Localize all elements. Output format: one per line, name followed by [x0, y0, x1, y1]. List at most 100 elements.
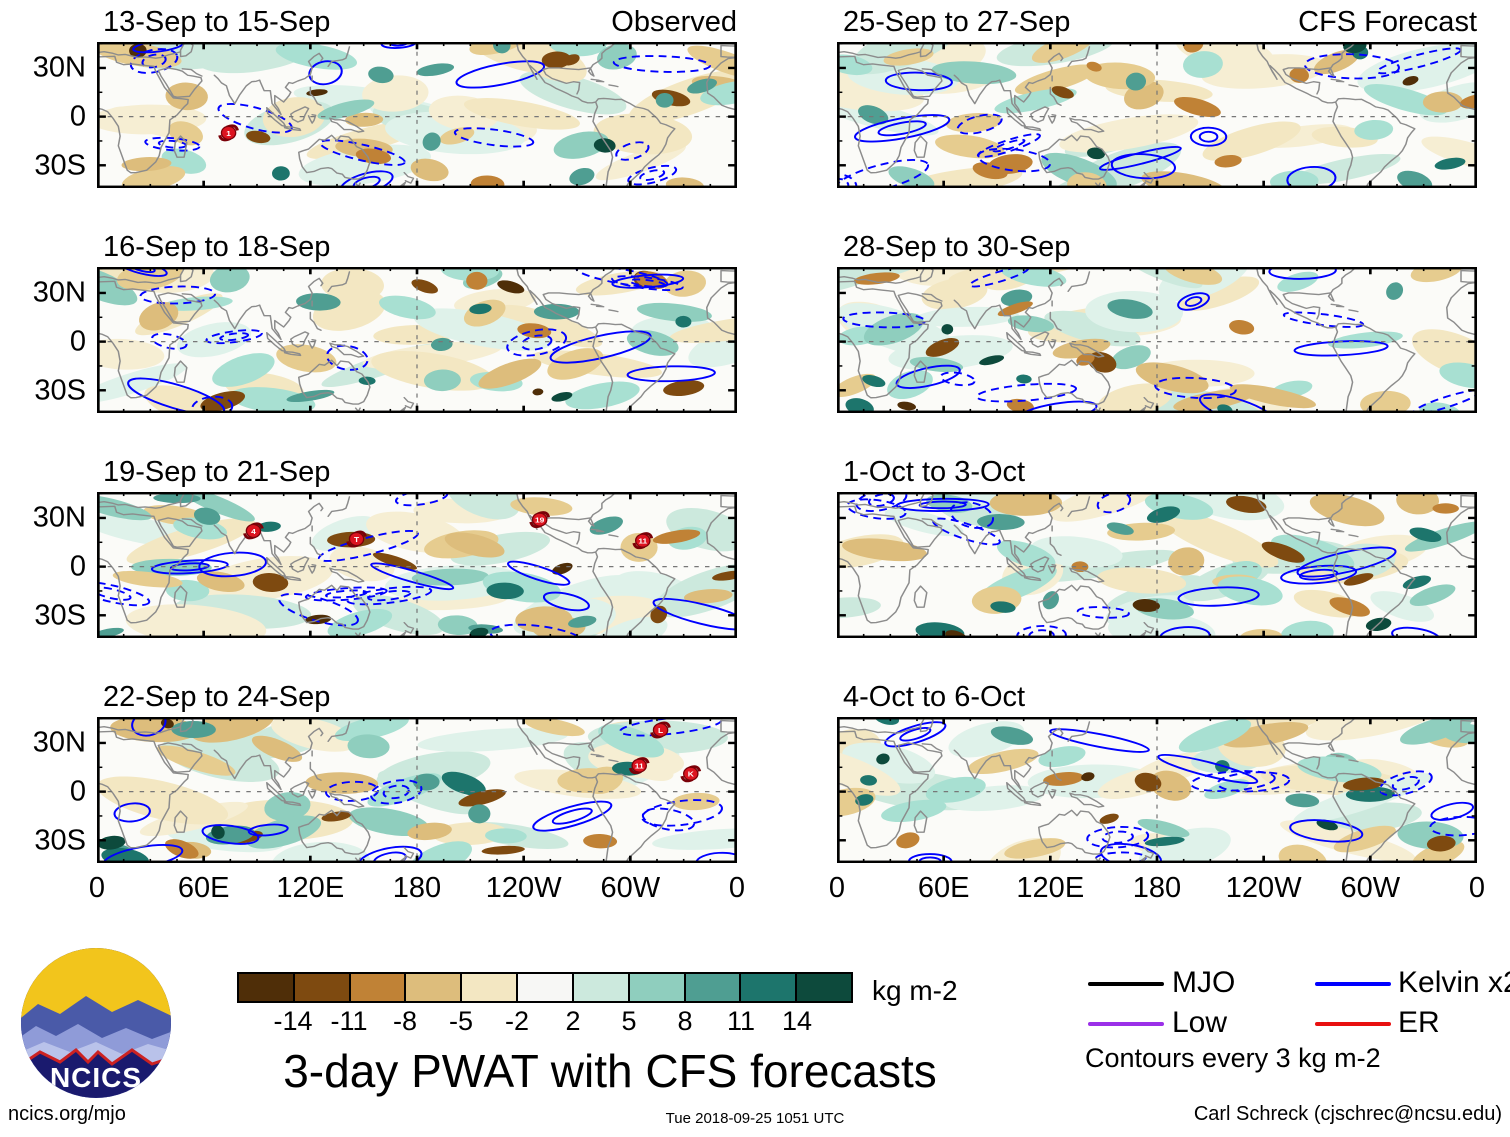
wave-contour [1198, 393, 1278, 413]
colorbar-segment [741, 972, 798, 1003]
anomaly-blob [139, 301, 179, 331]
anomaly-blob [672, 792, 720, 811]
wave-contour [1286, 166, 1337, 188]
anomaly-blob [687, 45, 737, 79]
panel-title: 22-Sep to 24-Sep [103, 681, 331, 713]
anomaly-blob [1134, 772, 1162, 792]
anomaly-blob [562, 54, 580, 66]
wave-contour [1189, 126, 1228, 147]
wave-contour [317, 529, 419, 562]
map-frame [97, 492, 737, 638]
anomaly-blob [946, 113, 1001, 133]
map-canvas [837, 492, 1477, 638]
anomaly-blob [413, 773, 440, 791]
map-canvas [837, 717, 1477, 863]
storm-label: 1 [226, 129, 231, 138]
anomaly-blob [348, 807, 430, 837]
anomaly-blob [517, 323, 552, 339]
anomaly-blob [1400, 717, 1473, 745]
wave-contour [1303, 53, 1400, 80]
wave-contour [1076, 606, 1130, 619]
wave-contour [506, 328, 568, 357]
anomaly-blob [171, 720, 216, 739]
colorbar-tick-label: 14 [781, 1006, 813, 1036]
colorbar-segment [406, 972, 463, 1003]
anomaly-blob [1409, 527, 1442, 543]
anomaly-blob [371, 350, 495, 391]
wave-contour [217, 103, 293, 134]
anomaly-blob [675, 315, 692, 328]
anomaly-blob [519, 70, 627, 115]
storm-label: 11 [638, 537, 647, 546]
anomaly-blob [417, 728, 568, 752]
anomaly-blob [144, 385, 235, 413]
legend-line-kelvin [1315, 982, 1391, 986]
wave-contour [1154, 376, 1237, 400]
anomaly-blob [1442, 723, 1477, 744]
legend-label-er: ER [1398, 1006, 1440, 1039]
panel-title: 28-Sep to 30-Sep [843, 231, 1071, 263]
anomaly-blob [1285, 793, 1320, 808]
anomaly-blob [463, 98, 580, 130]
anomaly-blob [1031, 42, 1095, 63]
anomaly-blob [990, 726, 1034, 745]
anomaly-blob [180, 492, 255, 522]
anomaly-blob [1421, 136, 1477, 171]
map-panel [837, 492, 1477, 638]
anomaly-blob [272, 166, 290, 181]
map-canvas: 4 T 19 11 [97, 492, 737, 638]
anomaly-blob [1434, 157, 1466, 170]
colorbar-segment [237, 972, 295, 1003]
anomaly-blob [469, 303, 492, 315]
anomaly-blob [1410, 267, 1463, 283]
y-axis-tick-label: 30S [34, 599, 86, 632]
anomaly-blob [1099, 813, 1119, 824]
anomaly-blob [1081, 772, 1095, 782]
anomaly-blob [931, 61, 1017, 85]
wave-contour [641, 799, 724, 827]
anomaly-blob [652, 529, 701, 544]
anomaly-blob [1111, 345, 1151, 370]
wave-contour [626, 365, 716, 383]
wave-contour [357, 845, 423, 863]
x-axis-tick-label: 0 [88, 872, 106, 904]
x-axis-tick-label: 60W [600, 872, 661, 904]
legend-line-er [1315, 1022, 1391, 1026]
wave-contour [1391, 626, 1441, 638]
anomaly-blob [1044, 310, 1141, 347]
anomaly-blob [858, 105, 889, 125]
wave-contour-inner [551, 807, 593, 825]
anomaly-blob [1402, 76, 1419, 86]
anomaly-blob [1106, 522, 1134, 535]
anomaly-blob [1107, 299, 1153, 319]
panel-title: 1-Oct to 3-Oct [843, 456, 1026, 488]
anomaly-blob [967, 748, 1039, 775]
anomaly-blob [362, 75, 429, 112]
anomaly-blob [837, 597, 881, 619]
anomaly-blob [411, 568, 489, 586]
anomaly-blob [941, 324, 954, 335]
map-frame [837, 717, 1477, 863]
anomaly-blob [252, 573, 289, 592]
anomaly-blob [1174, 96, 1221, 117]
anomaly-blob [305, 772, 379, 794]
anomaly-blob [541, 51, 572, 69]
anomaly-blob [1173, 388, 1255, 412]
anomaly-blob [568, 615, 597, 628]
wave-contour [369, 779, 423, 805]
anomaly-blob [688, 322, 737, 368]
ncics-logo: NCICS [21, 948, 171, 1098]
wave-contour [549, 330, 652, 364]
anomaly-blob [445, 492, 521, 520]
anomaly-blob [862, 375, 886, 388]
wave-contour [1049, 728, 1150, 753]
storm-label: 11 [635, 762, 644, 771]
anomaly-blob [1432, 503, 1459, 514]
wave-contour [455, 60, 546, 89]
panel-title: 4-Oct to 6-Oct [843, 681, 1026, 713]
anomaly-blob [1360, 390, 1411, 413]
panel-title: 13-Sep to 15-Sep [103, 6, 331, 38]
anomaly-blob [97, 338, 165, 370]
map-frame [97, 267, 737, 413]
anomaly-blob [327, 608, 393, 638]
